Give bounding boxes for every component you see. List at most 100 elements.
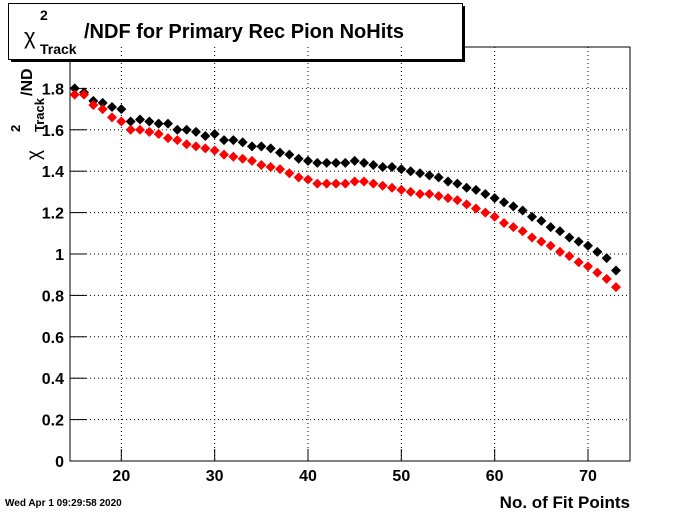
data-point — [545, 240, 556, 251]
data-point — [69, 83, 80, 94]
data-point — [107, 102, 117, 113]
data-point — [517, 226, 528, 237]
data-point — [452, 178, 463, 189]
x-tick-label: 40 — [299, 468, 317, 485]
data-point — [480, 207, 491, 218]
data-point — [331, 157, 341, 168]
data-point — [405, 186, 416, 197]
data-point — [611, 282, 621, 293]
data-point — [191, 126, 201, 137]
data-point — [200, 131, 211, 142]
y-label-sub: Track — [32, 97, 47, 132]
data-point — [564, 251, 575, 262]
data-point — [340, 178, 351, 189]
data-point — [471, 184, 481, 195]
y-tick-label: 0 — [55, 454, 64, 471]
data-point — [219, 135, 229, 146]
data-point — [256, 159, 267, 170]
data-point — [359, 176, 369, 187]
data-point — [545, 222, 556, 233]
data-point — [312, 157, 323, 168]
data-point — [209, 145, 220, 156]
data-point — [527, 232, 537, 243]
data-point — [163, 133, 173, 144]
data-point — [312, 178, 323, 189]
data-point — [275, 164, 285, 175]
data-point — [191, 141, 201, 152]
title-symbol: χ — [24, 24, 36, 49]
data-point — [181, 124, 192, 135]
data-point — [293, 153, 304, 164]
data-point — [116, 104, 127, 115]
data-point — [237, 137, 248, 148]
data-point — [601, 273, 612, 284]
data-point — [499, 197, 509, 208]
data-point — [583, 240, 593, 251]
data-point — [116, 116, 127, 127]
data-point — [303, 155, 313, 166]
y-tick-label: 1.8 — [42, 81, 64, 98]
data-point — [536, 236, 547, 247]
data-point — [536, 215, 547, 226]
data-point — [321, 157, 332, 168]
data-point — [153, 118, 164, 129]
data-point — [97, 97, 108, 108]
data-point — [555, 246, 565, 257]
data-point — [125, 124, 136, 135]
data-point — [107, 112, 117, 123]
data-point — [265, 162, 276, 173]
data-point — [172, 124, 183, 135]
data-point — [247, 141, 257, 152]
title-sub: Track — [40, 41, 77, 57]
data-point — [443, 176, 453, 187]
data-point — [219, 149, 229, 160]
data-point — [489, 193, 500, 204]
data-point — [508, 201, 519, 212]
data-point — [489, 211, 500, 222]
data-point — [349, 176, 360, 187]
data-point — [424, 170, 435, 181]
data-point — [321, 178, 332, 189]
data-point — [573, 236, 584, 247]
data-point — [592, 267, 603, 278]
data-point — [564, 232, 575, 243]
y-tick-label: 1 — [55, 247, 64, 264]
data-point — [181, 139, 192, 150]
data-point — [433, 191, 444, 202]
y-tick-label: 0.6 — [42, 330, 64, 347]
title-sup: 2 — [40, 7, 48, 23]
data-point — [424, 188, 435, 199]
data-point — [517, 205, 528, 216]
data-point — [452, 195, 463, 206]
data-point — [200, 143, 211, 154]
data-point — [592, 246, 603, 257]
data-point — [135, 114, 145, 125]
data-point — [228, 135, 239, 146]
data-point — [368, 178, 379, 189]
data-point — [611, 265, 621, 276]
data-point — [443, 193, 453, 204]
data-point — [387, 162, 397, 173]
data-point — [237, 153, 248, 164]
x-tick-label: 30 — [206, 468, 224, 485]
data-point — [461, 199, 472, 210]
data-point — [461, 182, 472, 193]
y-label-sup: 2 — [8, 125, 23, 132]
data-point — [377, 180, 388, 191]
data-point — [135, 124, 145, 135]
data-point — [331, 178, 341, 189]
data-point — [359, 157, 369, 168]
data-point — [396, 164, 407, 175]
data-point — [79, 89, 89, 100]
data-point — [172, 135, 183, 146]
data-point — [573, 257, 584, 268]
data-point — [377, 162, 388, 173]
y-label-text: /ND — [19, 68, 36, 96]
data-point — [415, 168, 425, 179]
y-label-symbol: χ — [24, 150, 45, 160]
title-box — [8, 3, 463, 60]
data-point — [349, 155, 360, 166]
data-point — [284, 168, 295, 179]
data-point — [228, 151, 239, 162]
